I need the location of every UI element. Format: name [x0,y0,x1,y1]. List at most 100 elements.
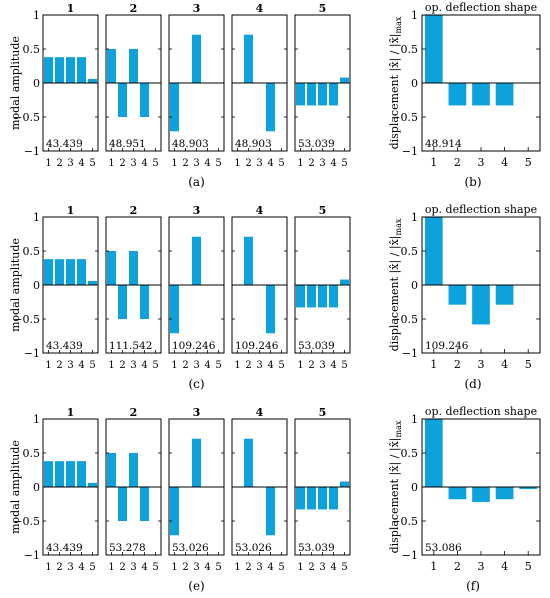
mode-xtick-label: 4 [78,360,84,371]
ods-frequency: 53.086 [425,542,462,554]
ods-panel: op. deflection shape displacement |x̂| / … [388,1,541,169]
ods-bar [424,419,443,487]
mode-bar [128,49,139,83]
ods-bar [472,487,490,502]
mode-bar [317,285,328,308]
mode-bar [306,285,317,308]
mode-bar [54,259,65,285]
ods-ylabel: displacement |x̂| / |x̂|max [388,420,403,553]
caption-left: (c) [188,377,204,391]
ods-ytick-label: −1 [402,549,418,562]
mode-xtick-label: 2 [308,158,314,169]
ods-xtick-label: 4 [501,560,508,573]
ods-ytick-label: 0 [411,77,418,90]
mode-bar [243,236,254,285]
mode-bar [328,487,339,510]
ods-bar [448,285,467,305]
mode-ytick-label: −1 [24,347,40,360]
mode-bar [54,57,65,83]
mode-panel-3: 31 2 3 4 553.026 [168,406,225,573]
mode-xtick-label: 2 [245,562,251,573]
mode-xtick-label: 3 [256,360,262,371]
ods-frequency: 48.914 [425,138,462,150]
mode-xtick-label: 1 [45,158,51,169]
ods-bar [424,15,443,83]
caption-right: (d) [464,377,481,391]
mode-panel-2: 21 2 3 4 553.278 [105,406,162,573]
mode-bar [191,236,202,285]
mode-xtick-label: 2 [119,360,125,371]
mode-ylabel: modal amplitude [9,440,22,534]
mode-xtick-label: 5 [152,562,158,573]
mode-xtick-label: 3 [130,158,136,169]
mode-ytick-label: 0.5 [23,447,41,460]
mode-xtick-label: 5 [215,360,221,371]
mode-xtick-label: 3 [256,158,262,169]
mode-panel-1: 11 2 3 4 543.439 [42,204,99,371]
mode-ytick-label: −0.5 [13,515,40,528]
mode-xtick-label: 5 [89,158,95,169]
mode-bar [169,83,180,132]
ods-xtick-label: 5 [525,156,532,169]
mode-frequency: 48.903 [172,138,209,150]
mode-xtick-label: 1 [297,360,303,371]
ods-xtick-label: 5 [525,358,532,371]
ods-ytick-label: 0.5 [401,43,419,56]
ods-xtick-label: 3 [478,156,485,169]
ods-bar [495,487,514,500]
mode-xtick-label: 5 [341,562,347,573]
mode-title: 5 [319,406,327,419]
ods-ylabel: displacement |x̂| / |x̂|max [388,218,403,351]
mode-xtick-label: 4 [267,562,273,573]
mode-title: 2 [130,406,138,419]
ods-xtick-label: 2 [454,358,461,371]
mode-xtick-label: 5 [215,158,221,169]
mode-panel-5: 51 2 3 4 553.039 [294,204,351,371]
mode-xtick-label: 2 [119,158,125,169]
mode-bar [117,487,128,521]
ods-xtick-label: 5 [525,560,532,573]
mode-xtick-label: 4 [141,562,147,573]
mode-xtick-label: 2 [56,562,62,573]
mode-ytick-label: 0.5 [23,245,41,258]
mode-bar [169,487,180,536]
mode-bar [117,83,128,117]
mode-xtick-label: 2 [308,360,314,371]
mode-xtick-label: 5 [278,562,284,573]
mode-bar [65,57,76,83]
mode-xtick-label: 2 [56,360,62,371]
mode-xtick-label: 4 [330,158,336,169]
mode-ytick-label: −0.5 [13,313,40,326]
mode-bar [191,34,202,83]
ods-ylabel: displacement |x̂| / |x̂|max [388,16,403,149]
mode-frequency: 48.903 [235,138,272,150]
mode-xtick-label: 1 [45,360,51,371]
mode-xtick-label: 5 [341,158,347,169]
mode-xtick-label: 2 [182,360,188,371]
mode-xtick-label: 1 [234,360,240,371]
ods-xtick-label: 1 [430,560,437,573]
ods-ytick-label: 1 [411,211,418,224]
mode-xtick-label: 5 [278,360,284,371]
mode-xtick-label: 1 [45,562,51,573]
mode-xtick-label: 3 [130,562,136,573]
mode-ytick-label: 0 [33,77,40,90]
mode-bar [117,285,128,319]
mode-panel-5: 51 2 3 4 553.039 [294,406,351,573]
caption-right: (f) [466,579,480,593]
mode-title: 1 [67,204,75,217]
mode-frequency: 109.246 [172,340,216,352]
ods-ytick-label: 1 [411,413,418,426]
mode-bar [128,453,139,487]
ods-ytick-label: 0.5 [401,447,419,460]
mode-bar [317,487,328,510]
mode-xtick-label: 1 [108,158,114,169]
mode-bar [65,461,76,487]
ods-ytick-label: −0.5 [391,313,418,326]
mode-bar [87,280,98,285]
mode-panel-4: 41 2 3 4 548.903 [231,2,288,169]
